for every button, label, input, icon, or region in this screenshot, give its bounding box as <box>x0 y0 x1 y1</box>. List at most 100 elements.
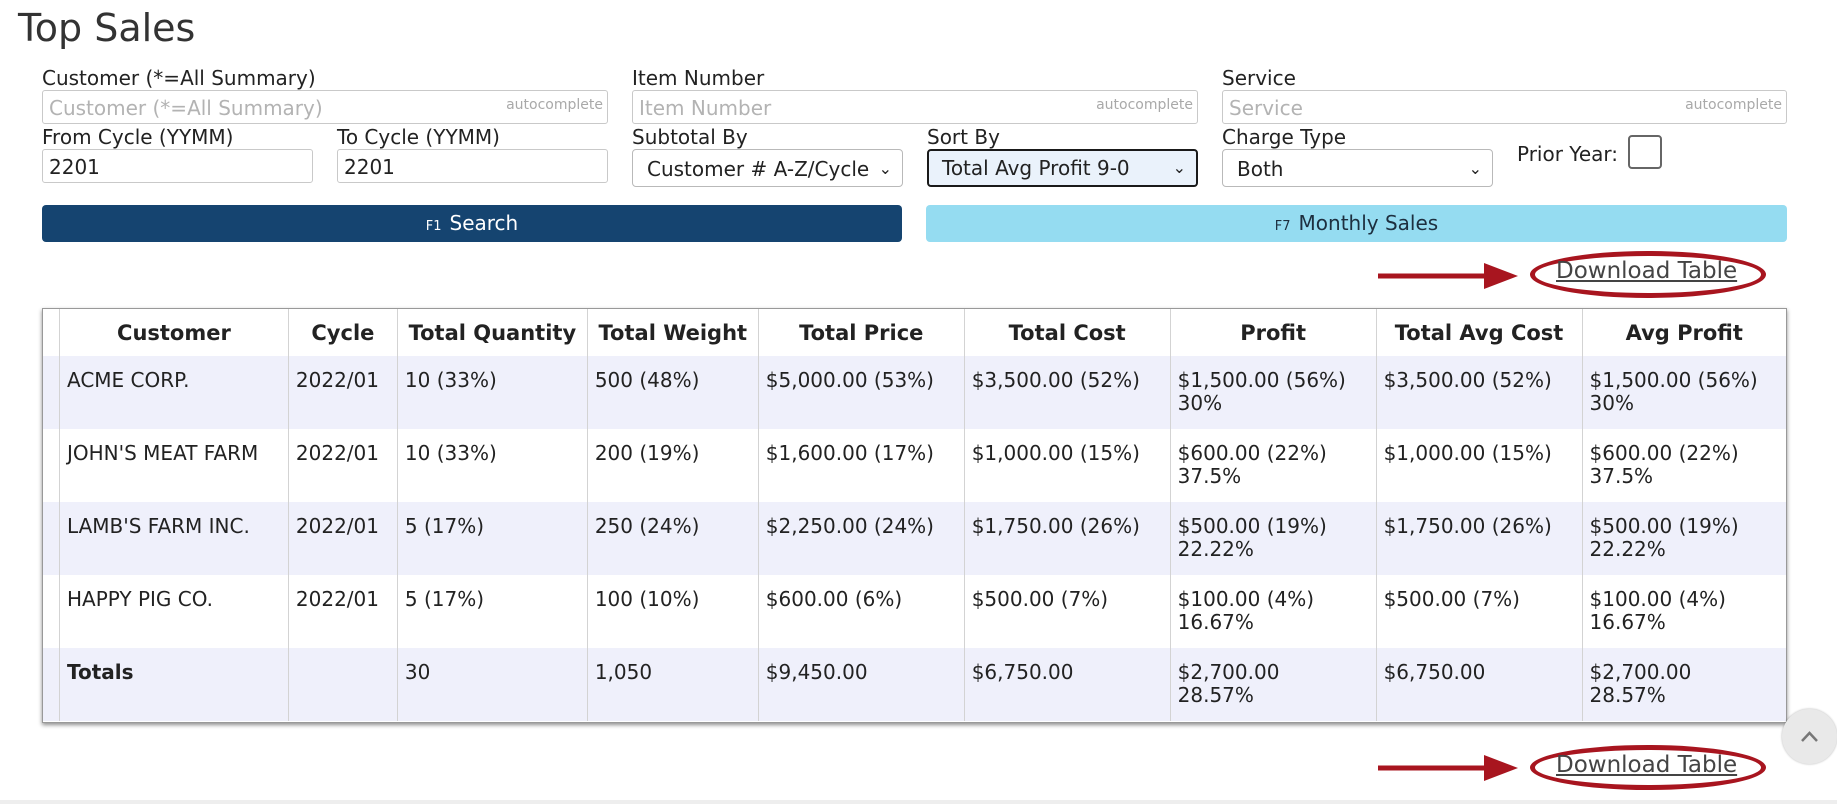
table-row: LAMB'S FARM INC. 2022/01 5 (17%) 250 (24… <box>43 502 1786 575</box>
row-gutter <box>43 502 60 575</box>
cell-avg-cost: $3,500.00 (52%) <box>1375 356 1583 429</box>
cell-avg-cost: $1,000.00 (15%) <box>1375 429 1583 502</box>
cell-quantity: 30 <box>396 648 588 721</box>
cell-avg-profit: $1,500.00 (56%) 30% <box>1581 356 1786 429</box>
download-table-link[interactable]: Download Table <box>1556 752 1738 778</box>
cell-weight: 200 (19%) <box>586 429 759 502</box>
subtotal-by-label: Subtotal By <box>632 125 748 149</box>
cell-price: $600.00 (6%) <box>757 575 965 648</box>
cell-price: $1,600.00 (17%) <box>757 429 965 502</box>
cell-customer: HAPPY PIG CO. <box>58 575 289 648</box>
column-header[interactable]: Total Cost <box>963 309 1171 356</box>
download-table-link[interactable]: Download Table <box>1556 258 1738 284</box>
charge-type-select[interactable]: Both ⌄ <box>1222 149 1493 187</box>
from-cycle-label: From Cycle (YYMM) <box>42 125 234 149</box>
cell-cost: $1,000.00 (15%) <box>963 429 1171 502</box>
profit-percent: 37.5% <box>1177 464 1242 488</box>
service-autocomplete-hint: autocomplete <box>1685 97 1782 113</box>
cell-weight: 500 (48%) <box>586 356 759 429</box>
column-header[interactable]: Customer <box>58 309 289 356</box>
row-gutter <box>43 648 60 721</box>
cell-profit: $1,500.00 (56%) 30% <box>1169 356 1377 429</box>
cell-cost: $500.00 (7%) <box>963 575 1171 648</box>
column-header[interactable]: Total Weight <box>586 309 759 356</box>
column-header[interactable]: Total Avg Cost <box>1375 309 1583 356</box>
from-cycle-field-group: From Cycle (YYMM) <box>42 125 313 183</box>
table-row: ACME CORP. 2022/01 10 (33%) 500 (48%) $5… <box>43 356 1786 429</box>
cell-customer: LAMB'S FARM INC. <box>58 502 289 575</box>
cell-profit: $2,700.00 28.57% <box>1169 648 1377 721</box>
table-row: JOHN'S MEAT FARM 2022/01 10 (33%) 200 (1… <box>43 429 1786 502</box>
item-number-field-group: Item Number autocomplete <box>632 66 1198 124</box>
sort-by-field-group: Sort By Total Avg Profit 9-0 ⌄ <box>927 125 1198 187</box>
download-annotation-oval <box>1530 251 1766 298</box>
profit-value: $600.00 (22%) <box>1177 441 1327 465</box>
avg-profit-value: $100.00 (4%) <box>1589 587 1726 611</box>
column-header[interactable]: Cycle <box>287 309 398 356</box>
arrow-right-icon <box>1378 755 1518 781</box>
charge-type-label: Charge Type <box>1222 125 1347 149</box>
column-header[interactable]: Profit <box>1169 309 1377 356</box>
table-gutter <box>43 309 59 356</box>
cell-quantity: 5 (17%) <box>396 575 588 648</box>
profit-value: $500.00 (19%) <box>1177 514 1327 538</box>
table-header-row: Customer Cycle Total Quantity Total Weig… <box>43 309 1786 356</box>
avg-profit-value: $2,700.00 <box>1589 660 1692 684</box>
to-cycle-input-box[interactable] <box>337 149 608 183</box>
from-cycle-input[interactable] <box>43 150 312 182</box>
cell-cycle <box>287 648 398 721</box>
service-field-group: Service autocomplete <box>1222 66 1787 124</box>
column-header[interactable]: Avg Profit <box>1581 309 1786 356</box>
sort-by-label: Sort By <box>927 125 1000 149</box>
column-header[interactable]: Total Quantity <box>396 309 588 356</box>
sales-table: Customer Cycle Total Quantity Total Weig… <box>43 309 1786 721</box>
cell-cost: $1,750.00 (26%) <box>963 502 1171 575</box>
subtotal-by-select[interactable]: Customer # A-Z/Cycle ⌄ <box>632 149 903 187</box>
cell-avg-cost: $1,750.00 (26%) <box>1375 502 1583 575</box>
avg-profit-value: $600.00 (22%) <box>1589 441 1739 465</box>
column-header[interactable]: Total Price <box>757 309 965 356</box>
profit-percent: 16.67% <box>1177 610 1254 634</box>
cell-cycle: 2022/01 <box>287 429 398 502</box>
avg-profit-percent: 30% <box>1589 391 1634 415</box>
table-row: HAPPY PIG CO. 2022/01 5 (17%) 100 (10%) … <box>43 575 1786 648</box>
avg-profit-percent: 22.22% <box>1589 537 1666 561</box>
cell-profit: $600.00 (22%) 37.5% <box>1169 429 1377 502</box>
cell-quantity: 5 (17%) <box>396 502 588 575</box>
prior-year-checkbox[interactable] <box>1628 135 1662 169</box>
row-gutter <box>43 356 60 429</box>
cell-cycle: 2022/01 <box>287 502 398 575</box>
search-button[interactable]: F1 Search <box>42 205 902 242</box>
cell-totals-label: Totals <box>58 648 289 721</box>
cell-quantity: 10 (33%) <box>396 356 588 429</box>
item-number-input-box[interactable]: autocomplete <box>632 90 1198 124</box>
sales-table-container: Customer Cycle Total Quantity Total Weig… <box>42 308 1787 723</box>
charge-type-selected-value: Both <box>1237 157 1284 181</box>
cell-profit: $500.00 (19%) 22.22% <box>1169 502 1377 575</box>
chevron-down-icon: ⌄ <box>1468 159 1482 178</box>
chevron-up-icon <box>1801 731 1818 742</box>
from-cycle-input-box[interactable] <box>42 149 313 183</box>
page-title: Top Sales <box>18 6 196 50</box>
customer-input-box[interactable]: autocomplete <box>42 90 608 124</box>
sort-by-select[interactable]: Total Avg Profit 9-0 ⌄ <box>927 149 1198 187</box>
service-input-box[interactable]: autocomplete <box>1222 90 1787 124</box>
scroll-to-top-button[interactable] <box>1782 709 1837 764</box>
cell-avg-cost: $500.00 (7%) <box>1375 575 1583 648</box>
avg-profit-percent: 28.57% <box>1589 683 1666 707</box>
monthly-sales-button[interactable]: F7 Monthly Sales <box>926 205 1787 242</box>
customer-input[interactable] <box>43 91 607 123</box>
search-button-label: Search <box>449 211 519 235</box>
chevron-down-icon: ⌄ <box>878 159 892 178</box>
to-cycle-input[interactable] <box>338 150 607 182</box>
charge-type-field-group: Charge Type Both ⌄ <box>1222 125 1493 187</box>
cell-cost: $6,750.00 <box>963 648 1171 721</box>
item-number-input[interactable] <box>633 91 1197 123</box>
customer-label: Customer (*=All Summary) <box>42 66 316 90</box>
customer-autocomplete-hint: autocomplete <box>506 97 603 113</box>
cell-cycle: 2022/01 <box>287 356 398 429</box>
monthly-sales-shortcut-key: F7 <box>1274 219 1291 234</box>
service-input[interactable] <box>1223 91 1786 123</box>
sort-by-selected-value: Total Avg Profit 9-0 <box>942 156 1130 180</box>
customer-field-group: Customer (*=All Summary) autocomplete <box>42 66 608 124</box>
